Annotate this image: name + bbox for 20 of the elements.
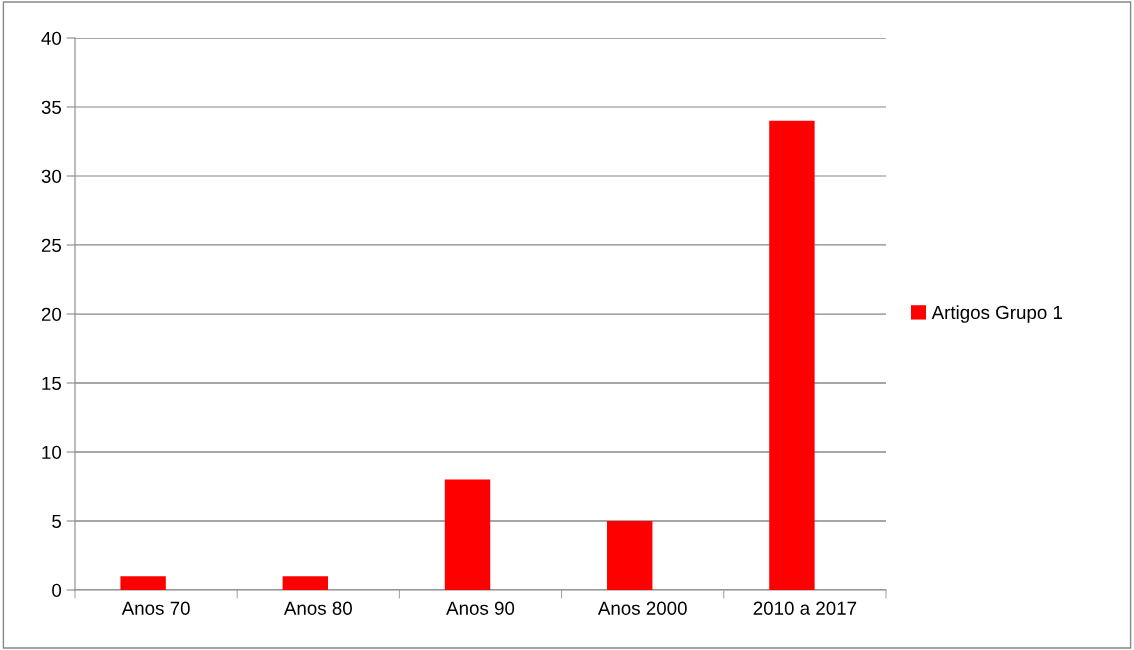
bar	[282, 576, 329, 590]
bar	[444, 479, 491, 590]
y-tick-label: 5	[52, 514, 62, 528]
y-tick-label: 40	[41, 31, 62, 45]
y-tick-label: 10	[42, 445, 62, 459]
x-tick-label: Anos 70	[121, 601, 190, 615]
y-tick-label: 15	[42, 376, 62, 390]
legend-label: Artigos Grupo 1	[931, 305, 1063, 323]
x-tick-label: 2010 a 2017	[753, 601, 857, 615]
x-tick-label: Anos 80	[283, 601, 352, 615]
y-tick-label: 20	[41, 307, 62, 321]
y-tick-label: 30	[41, 169, 62, 183]
bar	[607, 521, 653, 590]
x-tick-label: Anos 2000	[597, 601, 687, 615]
x-tick-label: Anos 90	[446, 601, 515, 615]
y-tick-label: 0	[52, 583, 62, 597]
bar	[120, 576, 166, 590]
y-tick-label: 35	[41, 100, 62, 114]
y-tick-label: 25	[41, 238, 62, 252]
bar	[769, 120, 815, 590]
